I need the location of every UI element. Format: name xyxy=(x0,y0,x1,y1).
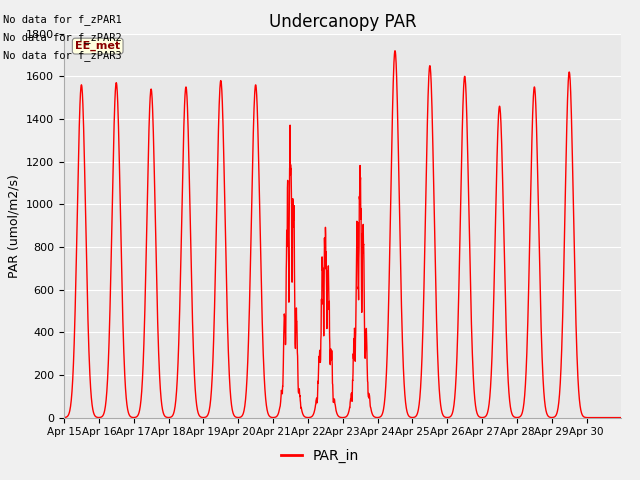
Y-axis label: PAR (umol/m2/s): PAR (umol/m2/s) xyxy=(8,174,20,277)
Legend: PAR_in: PAR_in xyxy=(275,443,365,468)
Text: EE_met: EE_met xyxy=(75,41,120,51)
Title: Undercanopy PAR: Undercanopy PAR xyxy=(269,12,416,31)
Text: No data for f_zPAR2: No data for f_zPAR2 xyxy=(3,32,122,43)
Text: No data for f_zPAR1: No data for f_zPAR1 xyxy=(3,13,122,24)
Text: No data for f_zPAR3: No data for f_zPAR3 xyxy=(3,50,122,61)
